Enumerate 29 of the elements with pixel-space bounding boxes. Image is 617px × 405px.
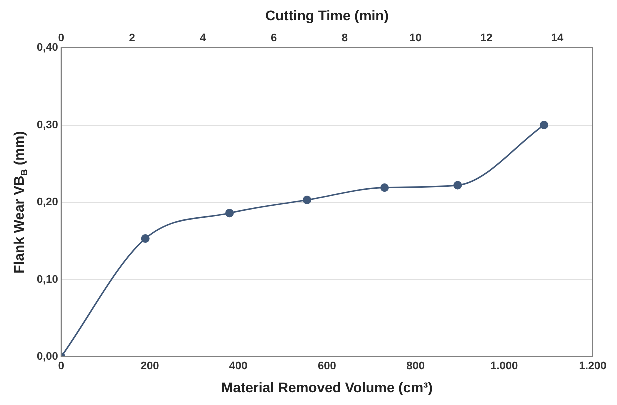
point — [303, 196, 312, 204]
x2-tick-label: 6 — [270, 32, 278, 44]
y-tick-label: 0,20 — [36, 196, 58, 209]
x2-tick-label: 12 — [480, 32, 493, 44]
x2-tick-label: 8 — [342, 32, 348, 44]
y-tick-label: 0,40 — [36, 42, 58, 54]
x2-tick-label: 4 — [200, 32, 208, 44]
x2-tick-label: 10 — [410, 32, 422, 44]
x-tick-label: 1.000 — [490, 360, 518, 373]
x2-tick-label: 0 — [58, 32, 64, 44]
point — [225, 209, 234, 218]
y-axis-title: Flank Wear VBB (mm) — [10, 131, 30, 274]
x-tick-label: 400 — [229, 360, 248, 373]
x-tick-label: 200 — [140, 360, 160, 373]
x2-tick-label: 2 — [129, 32, 136, 44]
point — [540, 121, 549, 130]
x2-tick-label: 14 — [551, 32, 565, 44]
point — [380, 184, 390, 192]
x2-axis-title: Cutting Time (min) — [266, 7, 389, 24]
y-tick-label: 0,10 — [36, 274, 58, 286]
x-tick-label: 0 — [58, 360, 64, 373]
x-axis-title: Material Removed Volume (cm³) — [222, 379, 433, 396]
x-tick-label: 1.200 — [579, 360, 607, 373]
x-tick-label: 600 — [318, 360, 336, 373]
y-tick-label: 0,30 — [36, 119, 58, 132]
point — [454, 181, 462, 190]
point — [141, 234, 150, 244]
x-tick-label: 800 — [406, 360, 425, 373]
y-tick-label: 0,00 — [36, 351, 58, 364]
